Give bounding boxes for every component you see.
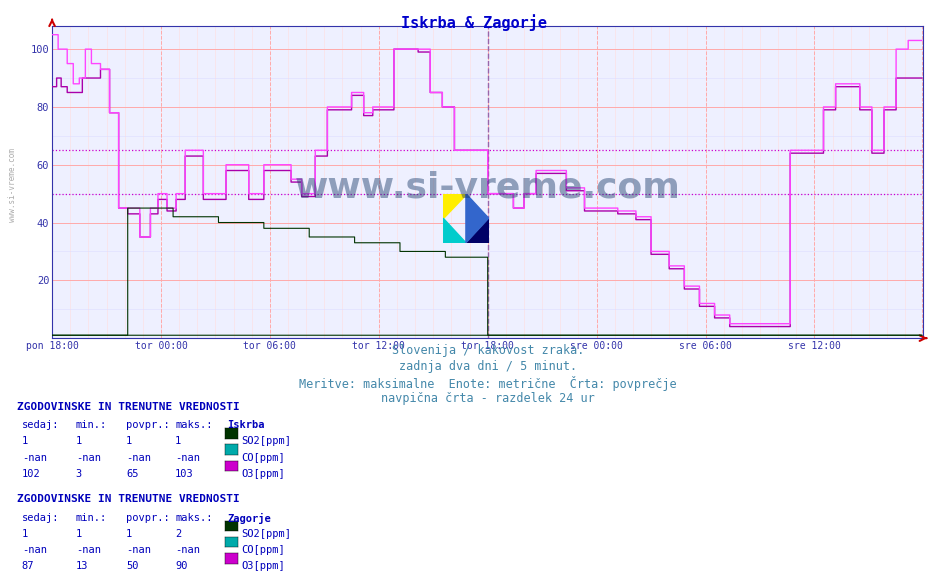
Text: sedaj:: sedaj:	[22, 420, 60, 430]
Text: 1: 1	[22, 436, 28, 446]
Text: 1: 1	[175, 436, 182, 446]
Text: Iskrba & Zagorje: Iskrba & Zagorje	[401, 14, 546, 31]
Text: -nan: -nan	[175, 545, 200, 555]
Text: -nan: -nan	[76, 453, 100, 462]
Text: sedaj:: sedaj:	[22, 513, 60, 523]
Text: zadnja dva dni / 5 minut.: zadnja dva dni / 5 minut.	[399, 360, 577, 373]
Text: www.si-vreme.com: www.si-vreme.com	[295, 171, 681, 205]
Text: -nan: -nan	[22, 453, 46, 462]
Text: maks.:: maks.:	[175, 420, 213, 430]
Text: min.:: min.:	[76, 513, 107, 523]
Text: -nan: -nan	[76, 545, 100, 555]
Text: O3[ppm]: O3[ppm]	[241, 469, 285, 479]
Text: navpična črta - razdelek 24 ur: navpična črta - razdelek 24 ur	[381, 392, 595, 405]
Text: ZGODOVINSKE IN TRENUTNE VREDNOSTI: ZGODOVINSKE IN TRENUTNE VREDNOSTI	[17, 494, 240, 504]
Text: 50: 50	[126, 561, 138, 571]
Text: 87: 87	[22, 561, 34, 571]
Text: 90: 90	[175, 561, 188, 571]
Text: 2: 2	[175, 529, 182, 539]
Text: Iskrba: Iskrba	[227, 420, 265, 430]
Text: O3[ppm]: O3[ppm]	[241, 561, 285, 571]
Text: 13: 13	[76, 561, 88, 571]
Text: CO[ppm]: CO[ppm]	[241, 545, 285, 555]
Polygon shape	[466, 218, 489, 243]
Text: 102: 102	[22, 469, 41, 479]
Text: 1: 1	[126, 436, 133, 446]
Polygon shape	[466, 194, 489, 243]
Text: povpr.:: povpr.:	[126, 513, 170, 523]
Text: 1: 1	[22, 529, 28, 539]
Polygon shape	[443, 194, 466, 218]
Text: SO2[ppm]: SO2[ppm]	[241, 529, 292, 539]
Text: min.:: min.:	[76, 420, 107, 430]
Text: Zagorje: Zagorje	[227, 513, 271, 524]
Text: CO[ppm]: CO[ppm]	[241, 453, 285, 462]
Text: www.si-vreme.com: www.si-vreme.com	[8, 148, 17, 222]
Text: -nan: -nan	[175, 453, 200, 462]
Text: Meritve: maksimalne  Enote: metrične  Črta: povprečje: Meritve: maksimalne Enote: metrične Črta…	[299, 376, 676, 391]
Text: 1: 1	[126, 529, 133, 539]
Polygon shape	[443, 218, 466, 243]
Text: 1: 1	[76, 436, 82, 446]
Text: maks.:: maks.:	[175, 513, 213, 523]
Text: SO2[ppm]: SO2[ppm]	[241, 436, 292, 446]
Text: 1: 1	[76, 529, 82, 539]
Text: 103: 103	[175, 469, 194, 479]
Text: 65: 65	[126, 469, 138, 479]
Text: -nan: -nan	[126, 453, 151, 462]
Text: -nan: -nan	[22, 545, 46, 555]
Text: Slovenija / kakovost zraka.: Slovenija / kakovost zraka.	[391, 344, 584, 357]
Text: povpr.:: povpr.:	[126, 420, 170, 430]
Text: -nan: -nan	[126, 545, 151, 555]
Text: ZGODOVINSKE IN TRENUTNE VREDNOSTI: ZGODOVINSKE IN TRENUTNE VREDNOSTI	[17, 402, 240, 412]
Text: 3: 3	[76, 469, 82, 479]
